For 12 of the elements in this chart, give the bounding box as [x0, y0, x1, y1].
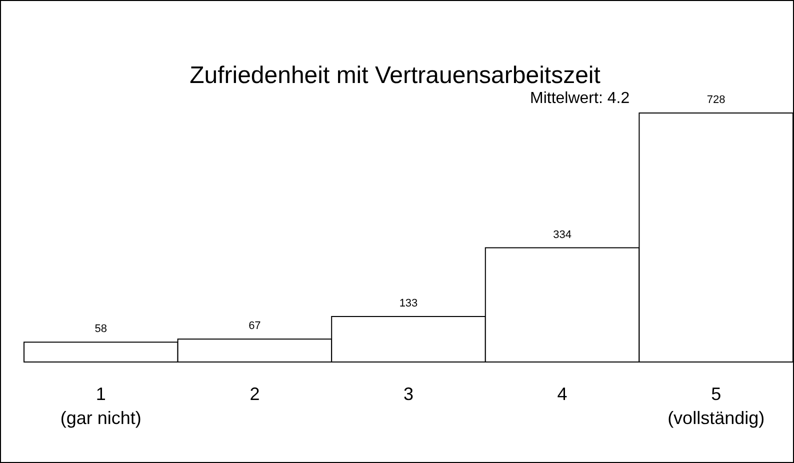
chart-title: Zufriedenheit mit Vertrauensarbeitszeit: [190, 62, 601, 89]
data-label: 334: [553, 228, 572, 241]
x-tick-label: 5 (vollständig): [668, 384, 765, 428]
text: Mittelwert: 4.2: [530, 90, 630, 107]
data-label: 133: [399, 298, 418, 310]
x-tick-label: 4: [557, 384, 568, 404]
data-label: 67: [248, 320, 261, 332]
data-label: 728: [706, 94, 726, 106]
data-label: 58: [94, 323, 108, 336]
x-tick-label: 3: [403, 384, 414, 404]
x-tick-label: 1 (gar nicht): [60, 384, 142, 428]
x-tick-label: 2: [250, 384, 260, 404]
